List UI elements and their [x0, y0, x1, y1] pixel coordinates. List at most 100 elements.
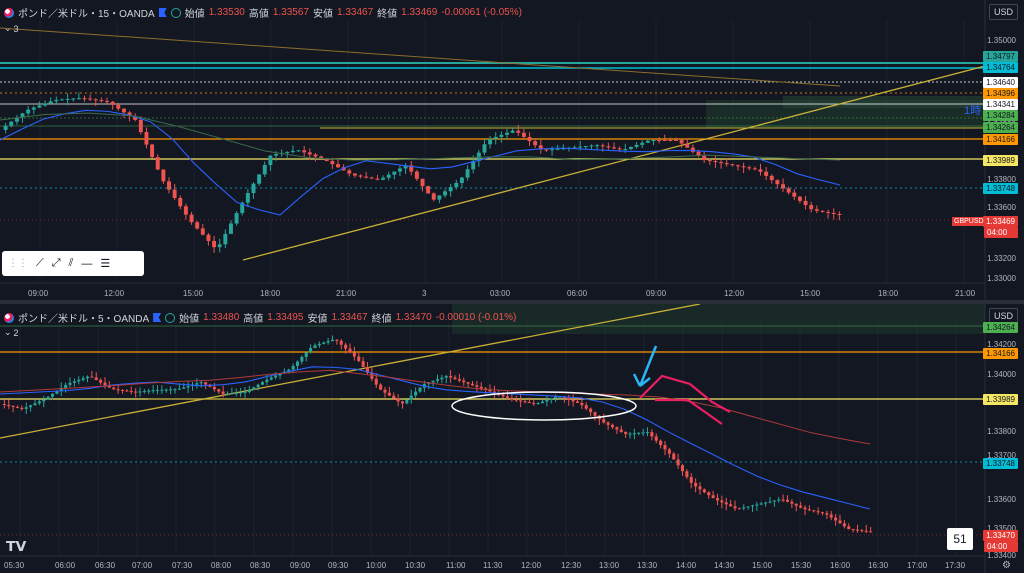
symbol-name[interactable]: ポンド／米ドル・15・OANDA: [18, 9, 155, 20]
candle: [600, 145, 605, 147]
time-axis-label: 05:30: [4, 561, 25, 570]
candle: [781, 184, 786, 189]
candle: [409, 165, 414, 172]
candle: [326, 341, 330, 343]
trend-line: [242, 65, 986, 261]
time-axis-label: 16:30: [868, 561, 889, 570]
candle: [730, 164, 735, 166]
trend-line-icon[interactable]: ⟋: [36, 257, 44, 269]
currency-button[interactable]: USD: [988, 4, 1018, 20]
candle: [322, 342, 326, 344]
candle: [593, 412, 597, 416]
candle: [715, 498, 720, 501]
candle: [479, 386, 483, 389]
candle: [182, 387, 186, 389]
candle: [11, 405, 15, 407]
candle: [110, 101, 115, 105]
candle: [820, 512, 825, 514]
candle: [448, 187, 453, 192]
chart-pane-15m[interactable]: ポンド／米ドル・15・OANDA 始値 1.33530 高値 1.33567 安…: [0, 0, 1024, 300]
candle: [3, 125, 8, 130]
time-axis-label: 16:00: [830, 561, 851, 570]
candle: [105, 100, 110, 102]
ray-icon[interactable]: ⤢: [51, 257, 61, 269]
candle: [544, 149, 549, 151]
candle: [142, 391, 146, 393]
candle: [746, 506, 750, 508]
candle: [341, 167, 346, 171]
candle: [482, 144, 487, 153]
candle: [31, 107, 36, 110]
candle: [76, 98, 81, 100]
candle: [381, 177, 386, 180]
drag-handle-icon[interactable]: ⋮⋮: [8, 258, 28, 269]
candle: [225, 393, 230, 395]
candle: [99, 100, 104, 102]
candle: [720, 500, 724, 503]
low-label: 安値: [313, 9, 333, 20]
candle: [741, 166, 746, 168]
candle: [257, 174, 262, 184]
candle: [400, 401, 405, 404]
candlestick-chart-5m[interactable]: [0, 304, 1024, 573]
chart-pane-5m[interactable]: ポンド／米ドル・5・OANDA 始値 1.33480 高値 1.33495 安値…: [0, 304, 1024, 573]
chevron-down-icon[interactable]: ⌄: [4, 327, 12, 337]
symbol-name[interactable]: ポンド／米ドル・5・OANDA: [18, 314, 150, 325]
candle: [615, 427, 619, 430]
horizontal-line-icon[interactable]: —: [81, 257, 93, 270]
indicator-toggle[interactable]: ⌄ 2: [4, 327, 19, 338]
candle: [499, 134, 504, 137]
candle: [640, 142, 645, 145]
chevron-down-icon[interactable]: ⌄: [4, 23, 12, 33]
candle: [150, 144, 155, 158]
candle: [510, 397, 514, 400]
candle: [392, 171, 397, 175]
candle: [860, 530, 864, 532]
drawing-toolbar[interactable]: ⋮⋮ ⟋ ⤢ ⫽ — ☰: [2, 251, 144, 276]
indicator-toggle[interactable]: ⌄ 3: [4, 23, 19, 34]
time-axis-label: 06:30: [95, 561, 116, 570]
candle: [775, 180, 780, 185]
pane-divider[interactable]: [0, 300, 1024, 304]
candle: [112, 387, 116, 390]
candle: [869, 531, 873, 533]
candle: [654, 436, 658, 441]
parallel-channel-icon[interactable]: ⫽: [68, 257, 74, 269]
flag-icon[interactable]: [158, 8, 167, 17]
price-axis-label: 1.34200: [987, 340, 1016, 349]
candle: [358, 175, 363, 177]
candle: [274, 375, 278, 378]
candle: [260, 382, 265, 385]
candle: [144, 132, 149, 145]
candle: [364, 176, 369, 178]
candle: [420, 178, 425, 187]
fib-icon[interactable]: ☰: [100, 258, 111, 270]
candle: [309, 347, 313, 353]
candle: [694, 482, 698, 487]
candle: [155, 389, 160, 391]
settings-gear-icon[interactable]: ⚙: [1002, 560, 1011, 571]
candle: [357, 356, 361, 362]
flag-icon[interactable]: [153, 313, 162, 322]
candle: [352, 173, 357, 176]
candle: [291, 365, 295, 370]
candle: [68, 382, 72, 385]
candle: [457, 379, 461, 381]
candle: [847, 526, 851, 530]
candle: [43, 103, 48, 106]
candle: [453, 377, 457, 380]
time-axis-label: 08:00: [211, 561, 232, 570]
candle: [527, 136, 532, 142]
candlestick-chart-15m[interactable]: [0, 0, 1024, 300]
candle: [82, 98, 87, 100]
candle: [752, 168, 757, 170]
tradingview-logo-icon[interactable]: 𝗧𝗩: [6, 538, 27, 554]
time-axis-label: 12:00: [104, 289, 125, 298]
close-value: 1.33469: [401, 7, 438, 18]
candle: [532, 402, 536, 404]
price-tag: 1.33470: [983, 530, 1018, 541]
candle: [243, 392, 247, 394]
candle: [77, 379, 81, 382]
candle: [138, 119, 143, 133]
candle: [29, 405, 33, 408]
